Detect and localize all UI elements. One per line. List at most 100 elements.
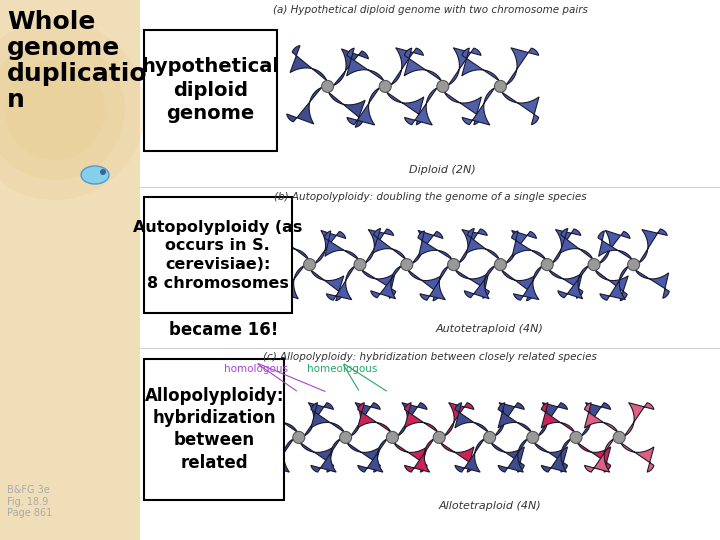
Polygon shape (304, 403, 333, 436)
Bar (0, 0, 140, 540)
Polygon shape (311, 403, 344, 432)
Polygon shape (498, 439, 528, 472)
Circle shape (293, 431, 305, 443)
Text: Diploid (2N): Diploid (2N) (410, 165, 476, 175)
Polygon shape (558, 266, 589, 299)
Polygon shape (459, 229, 487, 263)
Polygon shape (324, 231, 359, 259)
Polygon shape (276, 228, 308, 259)
Bar (144, 197, 292, 313)
Polygon shape (300, 443, 333, 472)
Polygon shape (412, 231, 443, 264)
Polygon shape (506, 48, 539, 85)
Polygon shape (311, 439, 341, 472)
Polygon shape (397, 403, 427, 436)
Polygon shape (599, 231, 630, 264)
Text: Allopolyploidy:
hybridization
between
related: Allopolyploidy: hybridization between re… (145, 387, 284, 471)
Polygon shape (467, 228, 499, 259)
Polygon shape (274, 266, 305, 299)
Polygon shape (624, 403, 654, 436)
Polygon shape (351, 403, 380, 436)
Text: Autotetraploid (4N): Autotetraploid (4N) (436, 324, 544, 334)
Ellipse shape (81, 166, 109, 184)
Polygon shape (346, 48, 384, 80)
Circle shape (448, 259, 459, 271)
Bar (144, 359, 284, 500)
Polygon shape (394, 443, 427, 472)
Polygon shape (328, 92, 365, 127)
Circle shape (433, 431, 445, 443)
Polygon shape (511, 231, 546, 259)
Polygon shape (264, 439, 294, 472)
Text: homeologous: homeologous (307, 364, 377, 375)
Polygon shape (549, 270, 583, 298)
Polygon shape (347, 88, 379, 125)
Polygon shape (600, 266, 629, 300)
Polygon shape (391, 48, 423, 85)
Polygon shape (491, 443, 524, 472)
Polygon shape (455, 439, 485, 472)
Polygon shape (371, 266, 402, 299)
Circle shape (354, 259, 366, 271)
Polygon shape (408, 270, 441, 301)
Polygon shape (358, 439, 387, 472)
Text: (a) Hypothetical diploid genome with two chromosome pairs: (a) Hypothetical diploid genome with two… (273, 5, 588, 15)
Polygon shape (595, 270, 628, 301)
Circle shape (340, 431, 351, 443)
Text: Autopolyploidy (as
occurs in S.
cerevisiae):
8 chromosomes: Autopolyploidy (as occurs in S. cerevisi… (133, 220, 302, 291)
Text: Allotetraploid (4N): Allotetraploid (4N) (438, 501, 541, 511)
Polygon shape (420, 266, 449, 300)
Polygon shape (598, 231, 632, 259)
Polygon shape (315, 231, 346, 264)
Polygon shape (361, 270, 396, 298)
Polygon shape (577, 443, 611, 472)
Polygon shape (404, 48, 441, 80)
Polygon shape (373, 228, 405, 259)
Circle shape (0, 20, 145, 200)
Polygon shape (498, 403, 531, 432)
Polygon shape (502, 92, 539, 125)
Polygon shape (462, 88, 495, 125)
Circle shape (588, 259, 600, 271)
Circle shape (322, 80, 333, 92)
Polygon shape (441, 443, 474, 472)
Polygon shape (326, 266, 355, 300)
Polygon shape (502, 270, 534, 301)
Polygon shape (538, 403, 567, 436)
Polygon shape (365, 229, 394, 263)
Text: Whole
genome
duplicatio
n: Whole genome duplicatio n (7, 10, 148, 112)
Polygon shape (418, 231, 452, 259)
Circle shape (401, 259, 413, 271)
Polygon shape (581, 403, 611, 436)
Polygon shape (495, 403, 524, 436)
Circle shape (495, 80, 506, 92)
Circle shape (484, 431, 495, 443)
Polygon shape (513, 266, 542, 300)
Text: (c) Allopolyploidy: hybridization between closely related species: (c) Allopolyploidy: hybridization betwee… (264, 352, 597, 362)
Circle shape (0, 40, 125, 180)
Circle shape (304, 259, 315, 271)
Polygon shape (585, 403, 618, 432)
Polygon shape (405, 403, 438, 432)
Polygon shape (287, 87, 322, 124)
Polygon shape (264, 403, 297, 432)
Polygon shape (585, 439, 614, 472)
Text: homologous: homologous (224, 364, 287, 375)
Circle shape (570, 431, 582, 443)
Polygon shape (290, 45, 327, 80)
Circle shape (541, 259, 553, 271)
Circle shape (5, 60, 105, 160)
Polygon shape (635, 270, 670, 298)
Polygon shape (405, 88, 437, 125)
Text: B&FG 3e
Fig. 18.9
Page 861: B&FG 3e Fig. 18.9 Page 861 (7, 485, 53, 518)
Polygon shape (311, 270, 343, 301)
Circle shape (527, 431, 539, 443)
Circle shape (437, 80, 449, 92)
Polygon shape (358, 403, 391, 432)
Polygon shape (560, 228, 593, 259)
Polygon shape (449, 48, 481, 85)
Circle shape (613, 431, 625, 443)
Polygon shape (552, 229, 581, 263)
Polygon shape (405, 439, 434, 472)
Polygon shape (444, 403, 474, 436)
